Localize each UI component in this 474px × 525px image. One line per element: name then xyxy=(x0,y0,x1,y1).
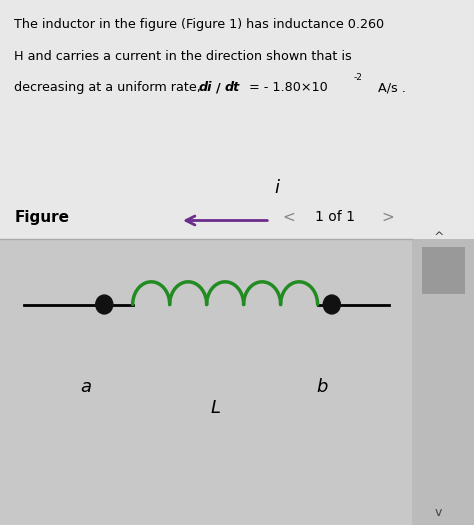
FancyBboxPatch shape xyxy=(0,239,412,525)
Text: Figure: Figure xyxy=(14,210,69,225)
Text: >: > xyxy=(382,210,394,225)
FancyBboxPatch shape xyxy=(422,247,465,294)
Text: H and carries a current in the direction shown that is: H and carries a current in the direction… xyxy=(14,50,352,63)
Text: = - 1.80×10: = - 1.80×10 xyxy=(245,81,328,94)
Text: The inductor in the figure (Figure 1) has inductance 0.260: The inductor in the figure (Figure 1) ha… xyxy=(14,18,384,31)
Text: <: < xyxy=(282,210,295,225)
Text: i: i xyxy=(275,179,280,197)
Circle shape xyxy=(96,295,113,314)
Text: /: / xyxy=(216,81,220,94)
Text: 1 of 1: 1 of 1 xyxy=(315,210,355,224)
Text: ^: ^ xyxy=(433,231,444,244)
Text: dt: dt xyxy=(224,81,239,94)
Text: a: a xyxy=(80,378,91,396)
Text: v: v xyxy=(435,506,442,519)
FancyBboxPatch shape xyxy=(412,239,474,525)
Text: b: b xyxy=(317,378,328,396)
Text: A/s .: A/s . xyxy=(374,81,405,94)
Text: decreasing at a uniform rate,: decreasing at a uniform rate, xyxy=(14,81,205,94)
Text: -2: -2 xyxy=(353,74,362,82)
Text: di: di xyxy=(198,81,211,94)
Text: L: L xyxy=(210,399,221,417)
FancyBboxPatch shape xyxy=(0,0,474,239)
Circle shape xyxy=(323,295,340,314)
